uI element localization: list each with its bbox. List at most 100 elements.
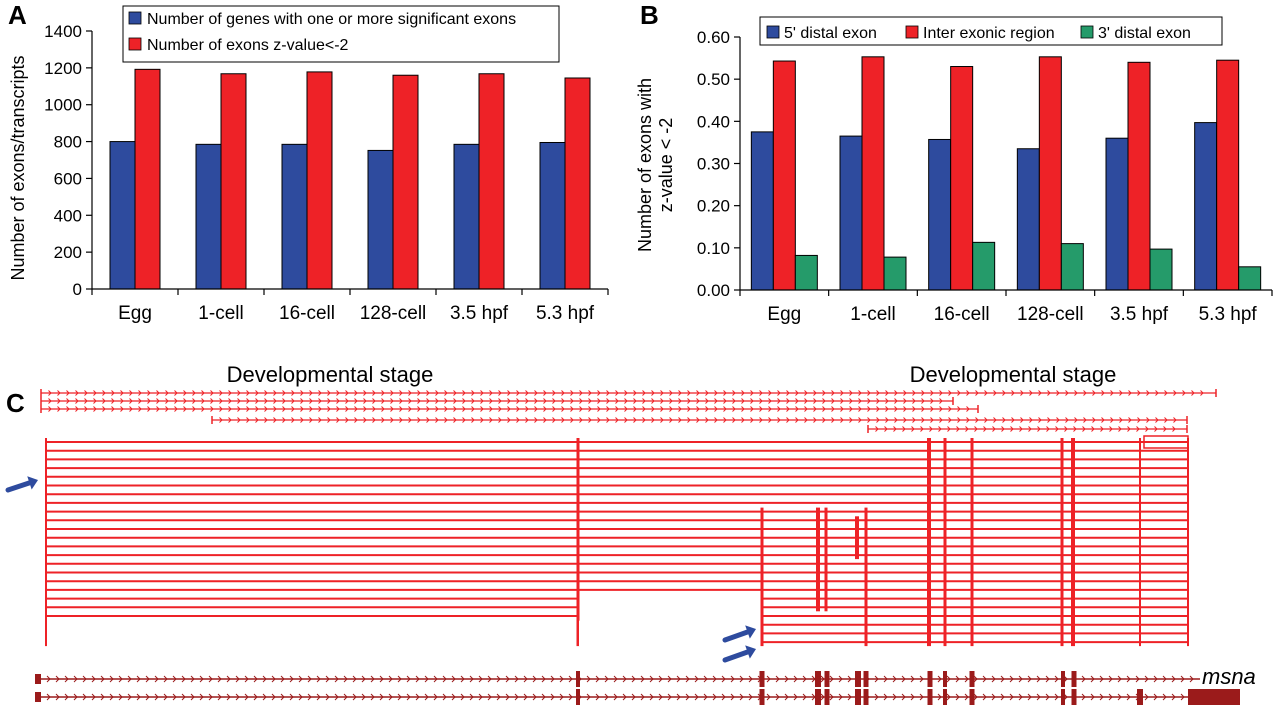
exon-band: [864, 507, 868, 647]
exon-band: [943, 438, 947, 647]
exon-band: [1060, 438, 1064, 647]
c-arrows: [5, 476, 756, 663]
pb-y-tick-label: 0.20: [697, 197, 730, 216]
blue-arrow-shaft: [5, 480, 32, 493]
pb-x-category-label: 5.3 hpf: [1199, 304, 1258, 325]
gene-name-label: msna: [1202, 664, 1256, 689]
legend-label-genes: Number of genes with one or more signifi…: [147, 11, 516, 28]
gene-exon: [759, 671, 765, 687]
pa-x-category-label: 5.3 hpf: [536, 303, 595, 324]
gene-exon: [824, 671, 830, 687]
pb-x-category-label: 128-cell: [1017, 304, 1084, 325]
gene-exon: [35, 692, 41, 702]
blue-arrow-head: [745, 645, 756, 659]
pa-y-tick-label: 1200: [44, 59, 82, 78]
panel-b-y-axis-title-line2: z-value < -2: [656, 118, 676, 213]
gap-region: [579, 620, 759, 647]
pa-bar-number-of-exons-z-value-2-1: [220, 73, 247, 290]
pa-y-tick-label: 200: [54, 243, 82, 262]
pa-y-tick-label: 400: [54, 206, 82, 225]
exon-band: [1071, 438, 1075, 647]
gene-exon: [824, 689, 830, 705]
panel-b-y-axis-title-line1: Number of exons with: [635, 78, 655, 252]
pa-y-tick-label: 600: [54, 169, 82, 188]
c-top-transcripts: [40, 389, 1217, 433]
pb-bar-inter-exonic-region-3: [1038, 56, 1062, 291]
pa-bar-number-of-genes-with-one-or-more-significant-exons-0: [109, 141, 136, 290]
pa-x-category-label: 3.5 hpf: [450, 303, 509, 324]
pa-y-tick-label: 0: [73, 280, 82, 299]
pb-bar-inter-exonic-region-1: [861, 56, 885, 291]
pb-bar-5-distal-exon-2: [928, 138, 952, 291]
legend-label-3-distal: 3' distal exon: [1098, 25, 1191, 42]
pa-x-category-label: Egg: [118, 303, 152, 324]
gene-exon: [1061, 689, 1065, 705]
panel-a-x-axis-title: Developmental stage: [227, 362, 434, 387]
top-transcript-chevrons: [48, 406, 970, 412]
gene-exon: [759, 689, 765, 705]
legend-label-exons: Number of exons z-value<-2: [147, 37, 349, 54]
pa-x-category-label: 16-cell: [279, 303, 335, 324]
pa-bar-number-of-exons-z-value-2-2: [306, 71, 333, 290]
pb-y-tick-label: 0.30: [697, 155, 730, 174]
pb-bar-3-distal-exon-4: [1149, 248, 1173, 291]
gene-exon: [576, 671, 580, 687]
gene-exon: [943, 671, 947, 687]
pb-bar-3-distal-exon-0: [794, 254, 818, 291]
gene-exon: [927, 689, 933, 705]
pb-bar-5-distal-exon-5: [1194, 122, 1218, 291]
panel-a-letter: A: [8, 0, 27, 30]
gene-exon: [863, 689, 869, 705]
panel-b-legend: 5' distal exon Inter exonic region 3' di…: [759, 16, 1223, 46]
pa-x-category-label: 128-cell: [360, 303, 427, 324]
pb-x-category-label: 3.5 hpf: [1110, 304, 1169, 325]
pb-bar-3-distal-exon-2: [972, 241, 996, 291]
blue-arrow-head: [27, 476, 38, 490]
pa-bar-number-of-genes-with-one-or-more-significant-exons-3: [367, 149, 394, 290]
top-transcript-chevrons: [48, 390, 1204, 396]
blue-arrow-head: [745, 625, 756, 639]
pb-bar-inter-exonic-region-4: [1127, 61, 1151, 291]
pa-bar-number-of-exons-z-value-2-5: [564, 77, 591, 290]
gene-exon: [969, 671, 975, 687]
pa-bar-number-of-exons-z-value-2-4: [478, 73, 505, 290]
gene-exon: [927, 671, 933, 687]
pb-bar-5-distal-exon-3: [1016, 148, 1040, 291]
legend-swatch-5-distal: [766, 25, 780, 39]
blue-arrow-shaft: [722, 629, 751, 643]
pb-bar-3-distal-exon-5: [1238, 266, 1262, 291]
exon-band: [576, 438, 580, 647]
gene-exon: [815, 671, 821, 687]
exon-band: [1187, 438, 1189, 647]
panel-a-legend-box: [122, 5, 560, 63]
gene-exon: [855, 689, 861, 705]
gene-exon: [1061, 671, 1065, 687]
pa-bar-number-of-genes-with-one-or-more-significant-exons-4: [453, 143, 480, 290]
pa-y-tick-label: 800: [54, 133, 82, 152]
gene-last-exon: [1188, 689, 1240, 705]
pa-y-tick-label: 1000: [44, 96, 82, 115]
panel-a-legend: Number of genes with one or more signifi…: [122, 5, 560, 63]
gene-exon: [35, 674, 41, 684]
exon-band: [855, 516, 859, 560]
top-transcript-chevrons: [219, 417, 1177, 423]
c-transcript-block: [45, 435, 1189, 647]
pb-y-tick-label: 0.50: [697, 70, 730, 89]
panel-b-x-axis-title: Developmental stage: [910, 362, 1117, 387]
exon-band: [760, 507, 764, 647]
pa-x-category-label: 1-cell: [198, 303, 243, 324]
c-gene-model: [35, 671, 1240, 705]
exon-band: [824, 507, 828, 612]
gene-exon: [815, 689, 821, 705]
pb-y-tick-label: 0.40: [697, 112, 730, 131]
pb-bar-5-distal-exon-0: [750, 131, 774, 291]
panel-a-chart: A 0 200 400 600 800 1000 1200 1400 Egg 1-cell 16-c…: [8, 0, 609, 387]
pb-bar-3-distal-exon-1: [883, 256, 907, 291]
gene-exon: [1071, 689, 1077, 705]
panel-b-letter: B: [640, 0, 659, 30]
exon-band: [970, 438, 974, 647]
blue-arrow-shaft: [722, 649, 751, 663]
top-transcript-chevrons: [875, 426, 1176, 432]
pa-bar-number-of-exons-z-value-2-3: [392, 74, 419, 290]
pb-x-category-label: 16-cell: [934, 304, 990, 325]
